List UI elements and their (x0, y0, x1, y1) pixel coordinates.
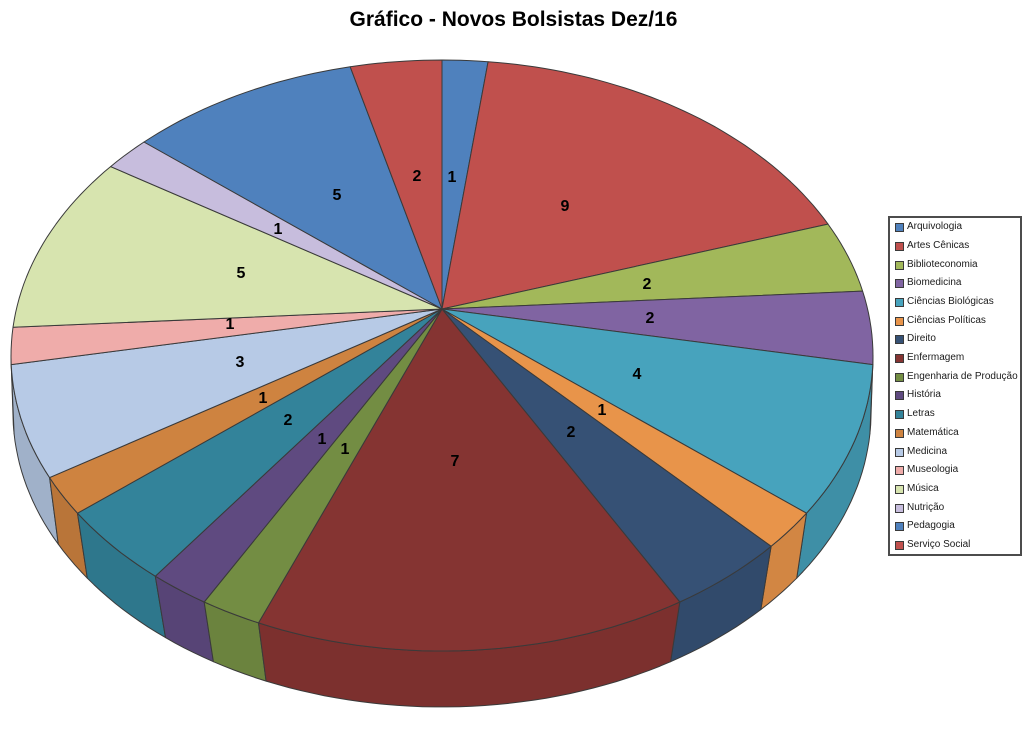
svg-text:1: 1 (448, 169, 457, 186)
svg-text:2: 2 (413, 168, 422, 185)
svg-text:1: 1 (318, 431, 327, 448)
svg-text:3: 3 (236, 354, 245, 371)
svg-text:2: 2 (284, 412, 293, 429)
svg-text:1: 1 (341, 441, 350, 458)
svg-text:1: 1 (226, 316, 235, 333)
svg-text:5: 5 (333, 187, 342, 204)
svg-text:4: 4 (633, 366, 642, 383)
svg-text:7: 7 (451, 453, 460, 470)
svg-text:1: 1 (598, 402, 607, 419)
svg-text:2: 2 (643, 276, 652, 293)
svg-text:1: 1 (274, 221, 283, 238)
svg-text:1: 1 (259, 390, 268, 407)
svg-text:2: 2 (646, 310, 655, 327)
svg-text:5: 5 (237, 265, 246, 282)
svg-text:2: 2 (567, 424, 576, 441)
svg-text:9: 9 (561, 198, 570, 215)
